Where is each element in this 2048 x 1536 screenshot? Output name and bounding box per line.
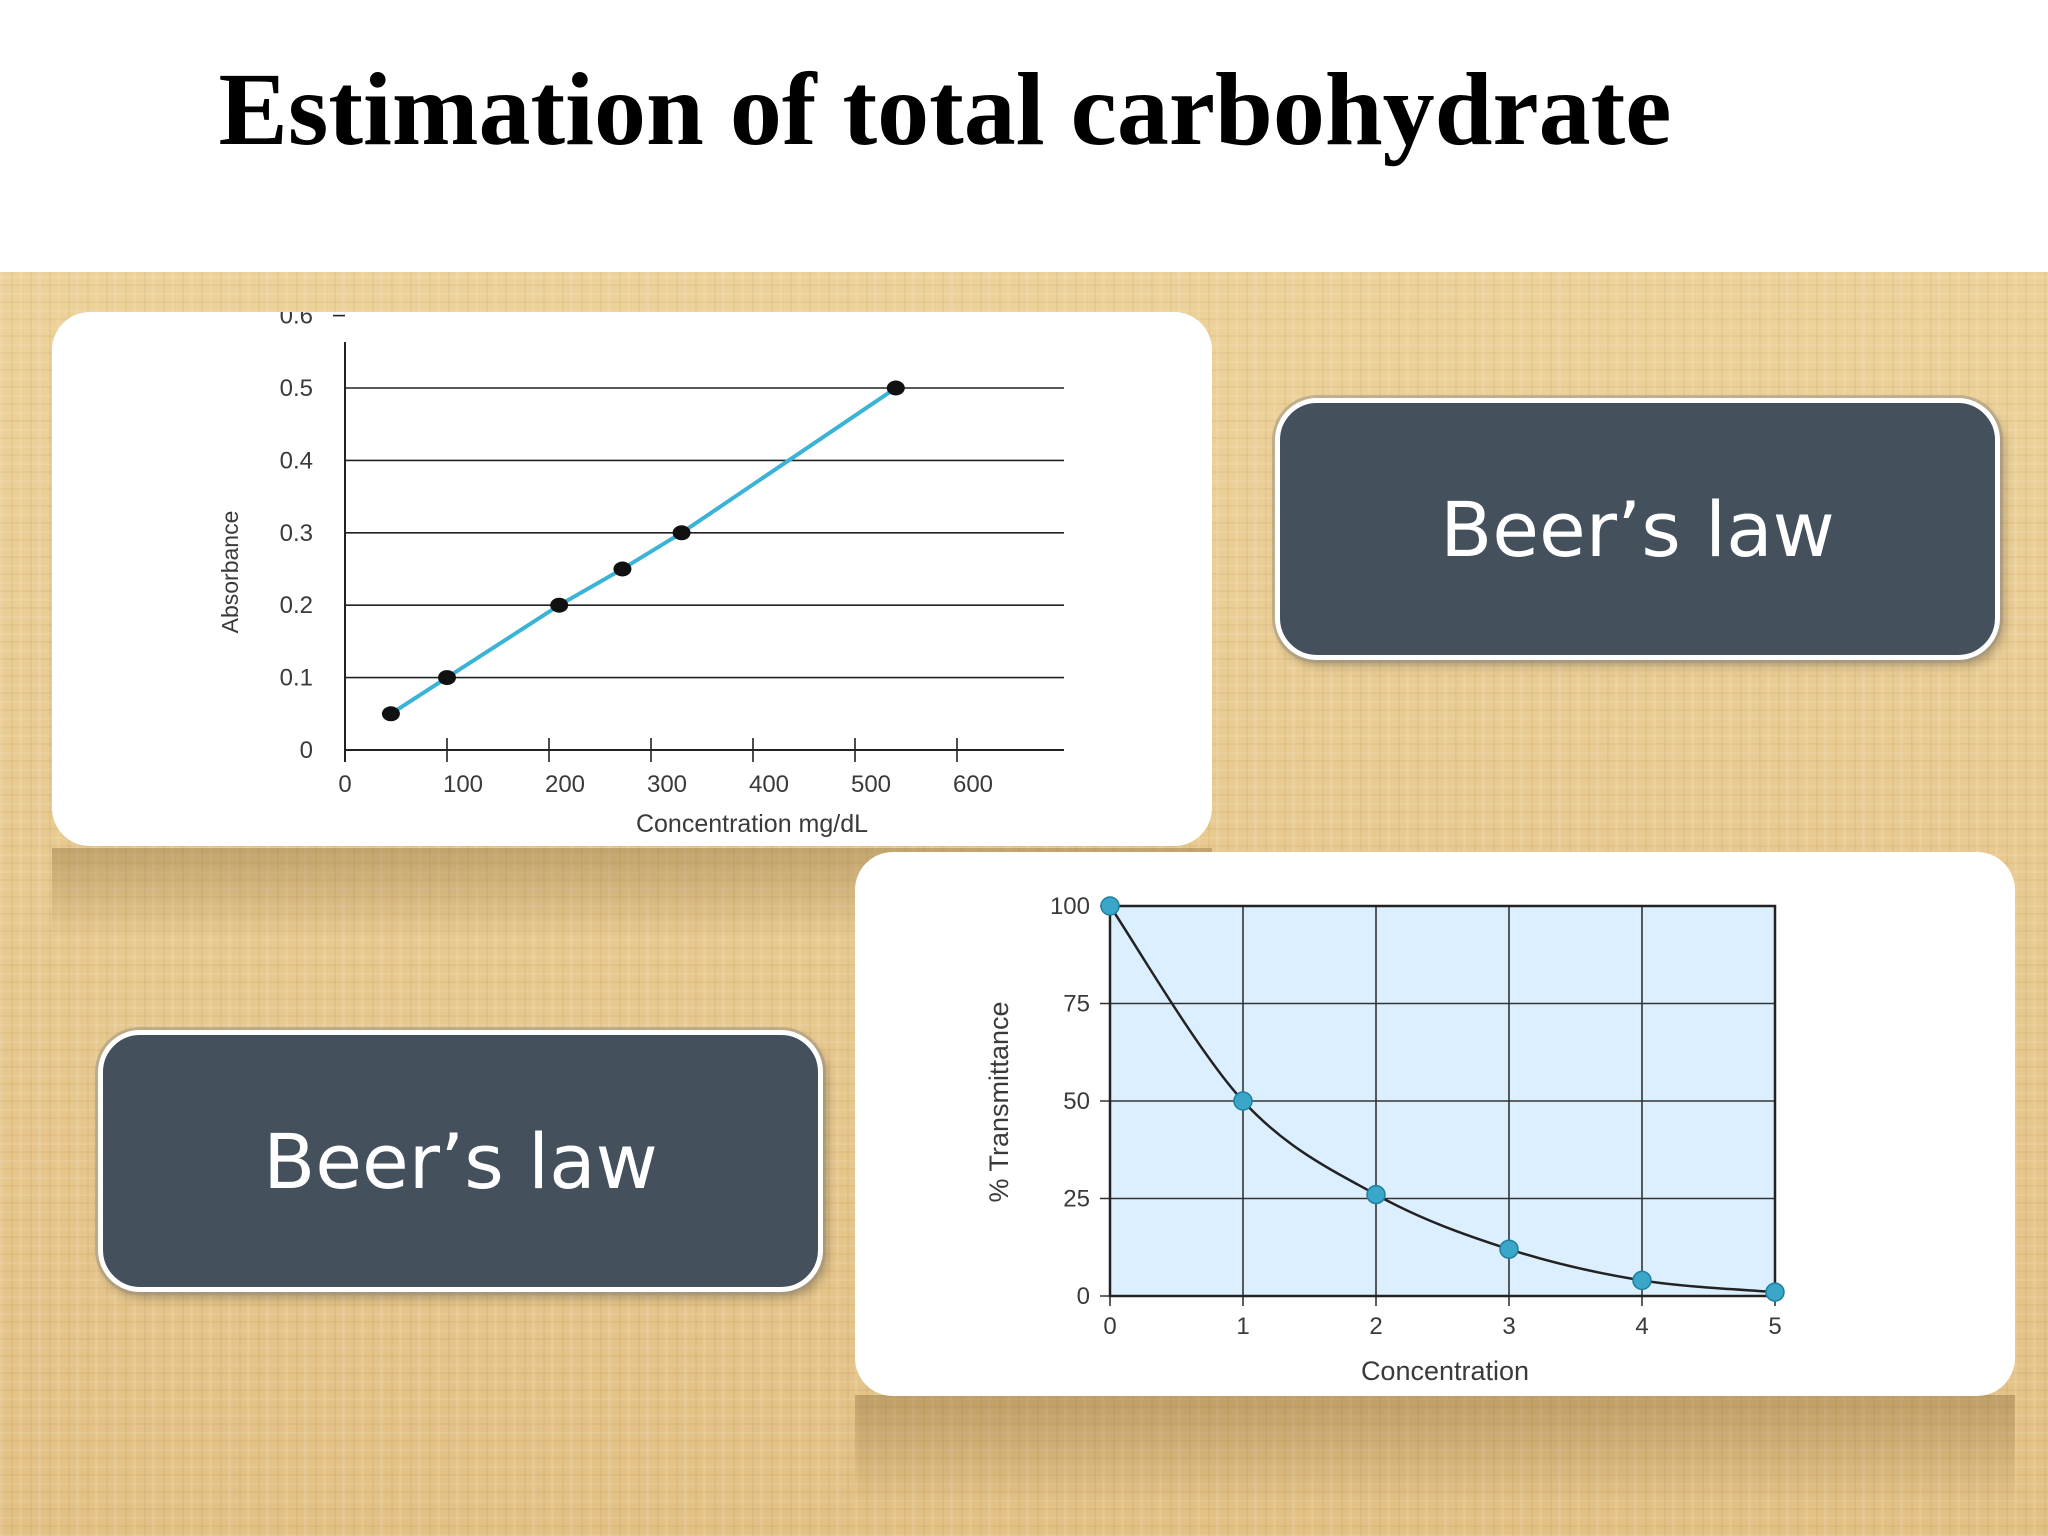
x-tick-label: 600 [953,771,993,798]
x-tick-label: 300 [647,771,687,798]
plot-frame [1108,904,1777,1298]
y-tick-label: 0.2 [280,592,313,619]
x-tick-label: 200 [545,771,585,798]
beers-law-label-top: Beer’s law [1275,398,2000,660]
data-point [672,525,691,541]
data-point [381,706,400,722]
y-tick-label: 0.4 [280,447,313,474]
data-point [613,561,632,577]
x-tick-label: 3 [1502,1313,1515,1340]
regression-line [389,386,897,716]
y-tick-label: 0 [300,737,313,764]
y-tick-label: 0 [1077,1283,1090,1310]
x-axis-label: Concentration mg/dL [636,810,868,838]
x-tick-label: 500 [851,771,891,798]
absorbance-chart-card: 0 0.1 0.2 0.3 0.4 0.5 0.6 0 100 200 300 400 500 600 Co… [52,312,1212,846]
absorbance-chart: 0 0.1 0.2 0.3 0.4 0.5 0.6 0 100 200 300 400 500 600 Co… [217,312,1064,838]
x-axis-label: Concentration [1361,1356,1529,1386]
x-tick-label: 2 [1369,1313,1382,1340]
x-tick-label: 5 [1768,1313,1781,1340]
data-point [1499,1239,1519,1259]
data-point [1233,1091,1253,1111]
x-tick-label: 1 [1236,1313,1249,1340]
y-tick-label: 0.6 [280,312,313,330]
data-point [438,670,456,686]
x-tick-label: 400 [749,771,789,798]
beers-law-label-bottom: Beer’s law [98,1030,823,1292]
y-tick-label: 0.5 [280,375,313,402]
y-axis-label: % Transmittance [984,1001,1014,1202]
y-tick-label: 75 [1063,991,1090,1018]
y-tick-label: 0.3 [280,520,313,547]
slide-title: Estimation of total carbohydrate [218,52,1672,167]
data-point [1765,1282,1785,1302]
data-point [886,380,905,396]
x-tick-label: 100 [443,771,483,798]
y-axis-label: Absorbance [217,511,243,634]
x-tick-label: 4 [1635,1313,1648,1340]
y-tick-label: 50 [1063,1088,1090,1115]
transmittance-chart-card: 0 1 2 3 4 5 0 25 50 75 100 Concentration% Transmitt… [855,852,2015,1396]
x-tick-label: 0 [338,771,351,798]
data-point [1366,1184,1386,1205]
y-tick-label: 0.1 [280,665,313,692]
y-tick-label: 100 [1050,893,1090,920]
data-point [1632,1270,1652,1291]
card-shadow [855,1395,2015,1505]
y-tick-label: 25 [1063,1186,1090,1213]
x-tick-label: 0 [1103,1313,1116,1340]
data-point [1100,896,1120,916]
data-point [550,597,569,613]
